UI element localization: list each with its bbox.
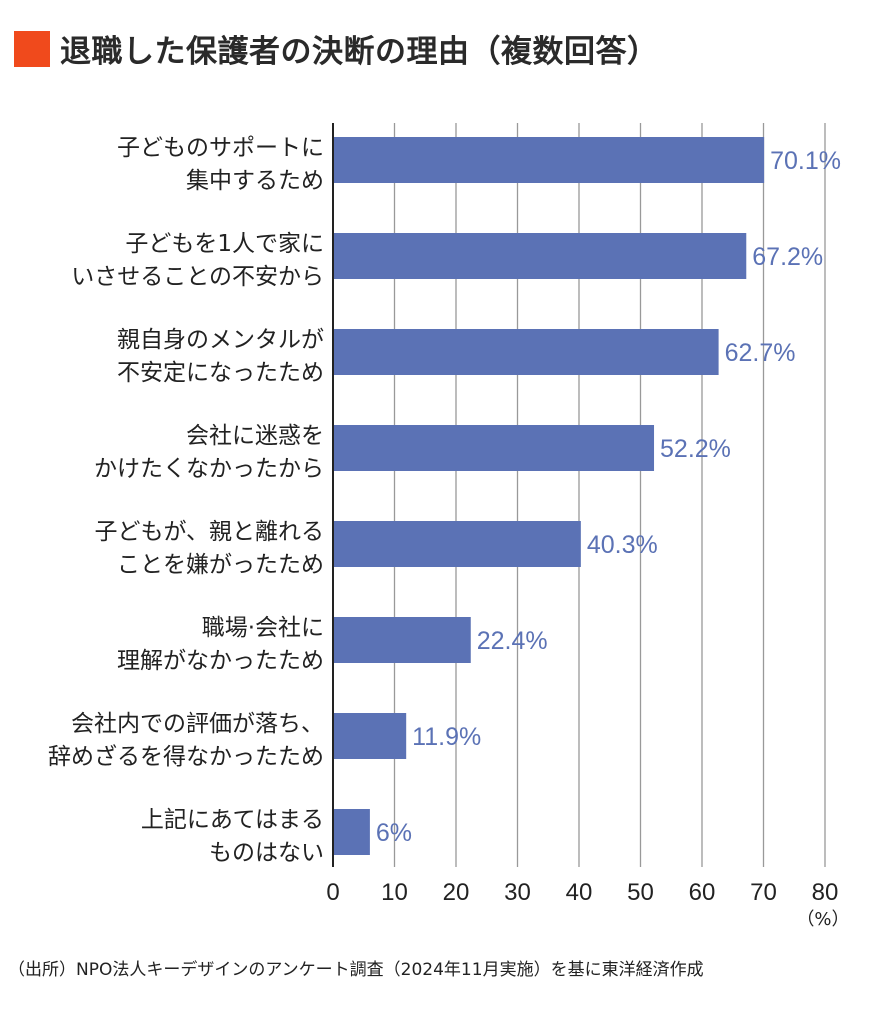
title-marker (14, 30, 50, 67)
bar (333, 809, 370, 855)
category-label: 理解がなかったため (117, 648, 324, 674)
category-label: 不安定になったため (117, 360, 324, 386)
x-tick-label: 70 (750, 879, 777, 906)
x-tick-label: 60 (689, 879, 716, 906)
source-note: （出所）NPO法人キーデザインのアンケート調査（2024年11月実施）を基に東洋… (8, 960, 704, 980)
data-label: 62.7% (725, 339, 796, 367)
category-label: 辞めざるを得なかったため (48, 743, 324, 770)
x-tick-label: 0 (326, 879, 339, 906)
bar (333, 521, 581, 567)
x-tick-label: 20 (443, 879, 470, 906)
category-label: 会社内での評価が落ち、 (71, 711, 324, 737)
x-axis-unit: （%） (796, 909, 849, 930)
bar (333, 713, 407, 759)
x-tick-label: 80 (812, 879, 839, 906)
bar (333, 233, 747, 279)
data-label: 22.4% (477, 627, 548, 655)
x-tick-label: 10 (381, 879, 408, 906)
category-label: 上記にあてはまる (141, 807, 324, 833)
x-tick-label: 50 (627, 879, 654, 906)
category-label: 職場·会社に (202, 615, 324, 641)
category-label: かけたくなかったから (94, 456, 324, 482)
category-label: ものはない (209, 840, 324, 866)
category-label: 子どもが、親と離れる (94, 519, 324, 545)
data-label: 67.2% (752, 243, 823, 271)
bar (333, 425, 655, 471)
data-label: 70.1% (770, 147, 841, 175)
data-label: 40.3% (587, 531, 658, 559)
data-label: 11.9% (412, 723, 481, 751)
category-label: 子どものサポートに (117, 135, 324, 161)
bar (333, 329, 719, 375)
chart-title: 退職した保護者の決断の理由（複数回答） (60, 34, 659, 70)
category-label: いさせることの不安から (71, 264, 324, 290)
bar (333, 617, 471, 663)
category-label: 子どもを1人で家に (125, 231, 324, 257)
x-tick-label: 40 (566, 879, 593, 906)
chart-title-block: 退職した保護者の決断の理由（複数回答） (14, 26, 659, 71)
data-label: 6% (376, 819, 412, 847)
category-label: 集中するため (186, 168, 324, 194)
category-label: ことを嫌がったため (117, 552, 324, 578)
category-label: 会社に迷惑を (186, 423, 324, 449)
category-label: 親自身のメンタルが (117, 327, 324, 353)
x-tick-label: 30 (504, 879, 531, 906)
data-label: 52.2% (660, 435, 731, 463)
bar (333, 137, 765, 183)
